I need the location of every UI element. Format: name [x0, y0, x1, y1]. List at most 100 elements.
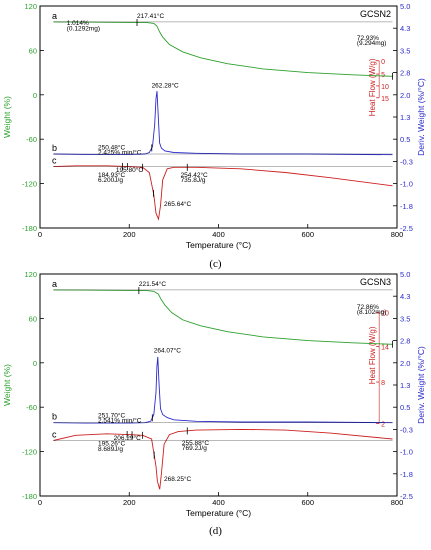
annotation-label: 250.48°C — [98, 144, 125, 152]
annotation-label: 184.93°C — [98, 171, 125, 179]
y-right-tick-label: 0.5 — [400, 403, 410, 412]
curve-letter-a: a — [52, 11, 57, 21]
y-right-axis-label: Deriv. Weight (%/°C) — [416, 346, 426, 424]
y-left-tick-label: 120 — [24, 270, 37, 279]
curve-letter-b: b — [52, 412, 57, 422]
series-line-c — [53, 428, 393, 490]
y-left-axis-label: Weight (%) — [2, 364, 12, 406]
x-tick-label: 800 — [391, 230, 404, 239]
plot-frame — [39, 5, 398, 229]
y-right-tick-label: -1.0 — [400, 448, 413, 457]
annotation-label: 1.014% — [67, 20, 89, 27]
y-right-tick-label: 4.3 — [400, 24, 410, 33]
x-tick-label: 600 — [301, 230, 314, 239]
y-right-tick-label: 1.3 — [400, 113, 410, 122]
y-right-tick-label: -1.8 — [400, 470, 413, 479]
y-right-tick-label: 2.8 — [400, 69, 410, 78]
x-tick-label: 600 — [301, 498, 314, 507]
annotation-label: 251.70°C — [98, 412, 125, 420]
annotation-label: 268.25°C — [164, 475, 191, 483]
y-right-tick-label: -0.3 — [400, 157, 413, 166]
heat-flow-tick-label: 0 — [381, 59, 385, 66]
tga-dsc-chart-gcsn2: 120 60 0 -60 -120 -180 5.0 4.3 3.5 2.8 2.0 1.3 0.5 -0… — [0, 0, 431, 260]
annotation-label: 206.29°C — [114, 434, 141, 442]
heat-flow-tick-label: 14 — [381, 345, 389, 352]
y-right-tick-label: 3.5 — [400, 314, 410, 323]
annotation-label: 72.86% — [357, 304, 379, 311]
x-axis-label: Temperature (°C) — [186, 240, 251, 250]
annotation-label: 217.41°C — [137, 12, 164, 20]
curve-letter-c: c — [52, 156, 57, 166]
annotation-label: 195.26°C — [98, 440, 125, 448]
y-right-tick-label: 3.5 — [400, 46, 410, 55]
y-left-tick-label: 60 — [29, 314, 37, 323]
heat-flow-tick-label: 8 — [381, 380, 385, 387]
annotation-label: 265.64°C — [164, 200, 191, 208]
curve-letter-a: a — [52, 279, 57, 289]
plot-frame — [39, 273, 398, 497]
x-tick-label: 400 — [212, 230, 225, 239]
x-tick-label: 200 — [123, 498, 136, 507]
annotation-label: 195.80°C — [116, 166, 143, 174]
chart-svg-gcsn2: 120600-60-120-1805.04.33.52.82.01.30.5-0… — [2, 2, 426, 250]
y-left-tick-label: 120 — [24, 2, 37, 11]
y-left-tick-label: 0 — [33, 91, 37, 100]
annotation-label: 6.200J/g — [98, 177, 123, 184]
y-left-tick-label: -120 — [22, 448, 37, 457]
annotation-label: 735.8J/g — [181, 177, 206, 184]
annotation-label: 221.54°C — [139, 280, 166, 288]
figure-caption-d: (d) — [209, 525, 222, 537]
x-tick-label: 0 — [38, 230, 42, 239]
y-right-tick-label: 1.3 — [400, 381, 410, 390]
annotation-label: 255.88°C — [182, 439, 209, 447]
curve-letter-b: b — [52, 143, 57, 153]
chart-svg-gcsn3: 120600-60-120-1805.04.33.52.82.01.30.5-0… — [2, 270, 426, 518]
series-line-a — [53, 289, 393, 345]
y-right-tick-label: -2.5 — [400, 492, 413, 501]
y-right-tick-label: 2.0 — [400, 91, 410, 100]
y-right-tick-label: 0.5 — [400, 135, 410, 144]
y-right-tick-label: 5.0 — [400, 2, 410, 11]
heat-flow-tick-label: 20 — [381, 310, 389, 317]
annotation-label: 8.689J/g — [98, 446, 123, 453]
tga-dsc-chart-gcsn3: 120 60 0 -60 -120 -180 5.0 4.3 3.5 2.8 2.0 1.3 0.5 -0… — [0, 268, 431, 528]
annotation-label: 264.07°C — [154, 346, 181, 354]
annotation-label: (8.102mg) — [357, 309, 387, 316]
y-left-tick-label: 60 — [29, 46, 37, 55]
heat-flow-tick-label: 15 — [381, 96, 389, 103]
heat-flow-axis-label: Heat Flow (W/g) — [368, 326, 377, 384]
chart-title: GCSN2 — [360, 9, 391, 19]
annotation-label: 262.28°C — [152, 81, 179, 89]
x-tick-label: 400 — [212, 498, 225, 507]
annotation-label: 254.42°C — [181, 171, 208, 179]
y-left-tick-label: -60 — [26, 135, 37, 144]
y-left-axis-label: Weight (%) — [2, 96, 12, 138]
y-right-tick-label: 2.8 — [400, 337, 410, 346]
y-right-tick-label: -0.3 — [400, 425, 413, 434]
y-right-tick-label: -2.5 — [400, 224, 413, 233]
y-right-tick-label: 4.3 — [400, 292, 410, 301]
chart-title: GCSN3 — [360, 277, 391, 287]
heat-flow-axis-label: Heat Flow (W/g) — [368, 58, 377, 116]
annotation-label: 2.541% min/°C — [98, 417, 142, 425]
annotation-label: 769.2J/g — [182, 445, 207, 452]
x-tick-label: 800 — [391, 498, 404, 507]
y-right-axis-label: Deriv. Weight (%/°C) — [416, 78, 426, 156]
x-axis-label: Temperature (°C) — [186, 508, 251, 518]
annotation-label: 2.425% min/°C — [98, 149, 142, 157]
x-tick-label: 200 — [123, 230, 136, 239]
annotation-label: (9.294mg) — [357, 40, 387, 47]
y-right-tick-label: -1.0 — [400, 180, 413, 189]
figure-caption-c: (c) — [209, 258, 222, 270]
y-right-tick-label: 2.0 — [400, 359, 410, 368]
heat-flow-tick-label: 10 — [381, 84, 389, 91]
curve-letter-c: c — [52, 430, 57, 440]
x-tick-label: 0 — [38, 498, 42, 507]
y-right-tick-label: -1.8 — [400, 202, 413, 211]
y-left-tick-label: -180 — [22, 224, 37, 233]
y-left-tick-label: -120 — [22, 180, 37, 189]
y-left-tick-label: -60 — [26, 403, 37, 412]
annotation-label: (0.1292mg) — [67, 25, 100, 32]
heat-flow-tick-label: 2 — [381, 421, 385, 428]
series-line-a — [53, 21, 393, 77]
